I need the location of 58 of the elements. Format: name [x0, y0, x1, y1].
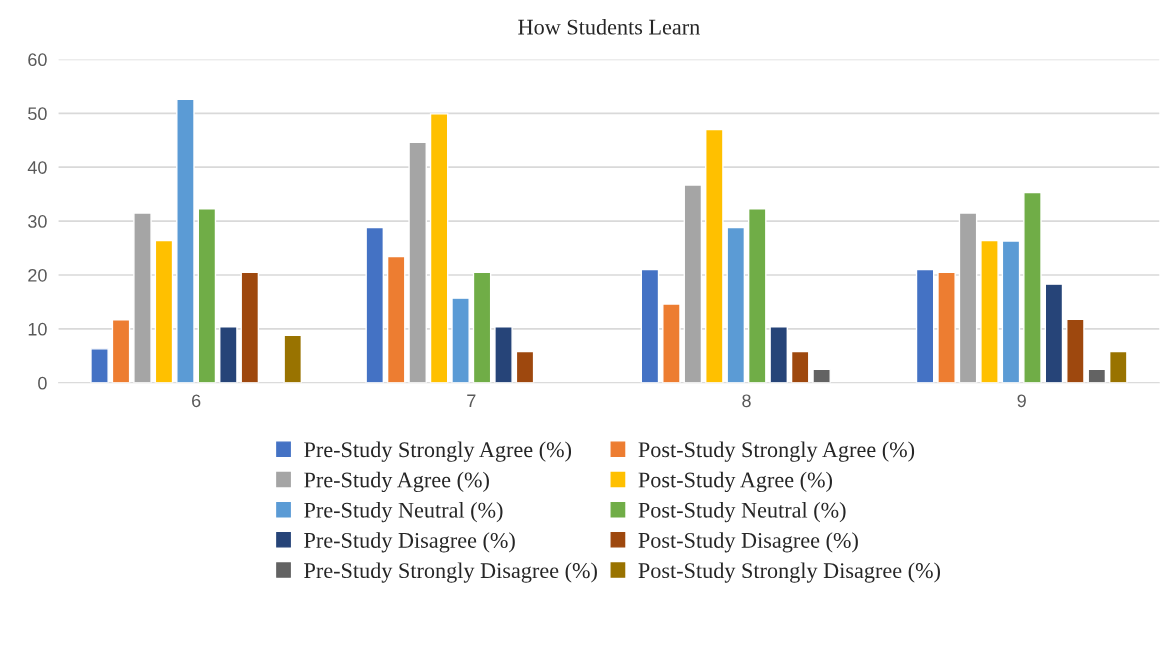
bar	[790, 350, 810, 383]
bar	[472, 271, 492, 383]
bar	[197, 208, 217, 383]
bar	[219, 326, 238, 383]
bar	[283, 334, 303, 383]
bar	[1001, 240, 1021, 383]
legend-label: Pre-Study Disagree (%)	[304, 532, 515, 553]
bar	[176, 98, 195, 383]
bar	[1066, 318, 1085, 383]
bar	[705, 128, 724, 383]
bar	[726, 226, 746, 383]
bar	[915, 268, 935, 383]
legend-label: Post-Study Strongly Disagree (%)	[638, 562, 940, 583]
bar	[1044, 283, 1064, 383]
bar	[154, 239, 174, 383]
bar	[1109, 350, 1128, 383]
y-tick-label: 30	[28, 215, 47, 228]
bar	[408, 141, 427, 383]
y-tick-label: 50	[28, 107, 47, 121]
legend-label: Post-Study Neutral (%)	[638, 502, 846, 523]
bar	[429, 113, 449, 383]
bar	[240, 271, 260, 383]
y-tick-label: 40	[27, 161, 47, 174]
y-tick-label: 0	[38, 376, 47, 390]
bar	[111, 319, 131, 383]
bar	[1087, 368, 1107, 383]
x-tick-label: 9	[1017, 394, 1026, 408]
x-tick-label: 8	[742, 394, 751, 408]
bar	[494, 326, 513, 383]
legend-label: Post-Study Strongly Agree (%)	[638, 441, 915, 462]
bar	[683, 184, 703, 383]
bar	[958, 212, 978, 383]
bar	[365, 226, 385, 383]
y-tick-label: 20	[28, 268, 47, 282]
bar	[937, 271, 956, 383]
chart-title: How Students Learn	[518, 18, 700, 35]
y-tick-label: 60	[28, 53, 47, 67]
legend-label: Post-Study Agree (%)	[638, 471, 832, 493]
bar	[451, 297, 470, 383]
bar	[812, 368, 831, 383]
bar	[980, 239, 999, 383]
bar	[90, 348, 109, 383]
bar	[662, 303, 681, 383]
legend-label: Pre-Study Agree (%)	[304, 471, 489, 493]
legend-label: Pre-Study Strongly Agree (%)	[304, 441, 572, 462]
legend-label: Pre-Study Neutral (%)	[304, 502, 503, 523]
legend-label: Pre-Study Strongly Disagree (%)	[304, 562, 597, 583]
bar	[640, 268, 660, 383]
bar	[515, 350, 535, 383]
legend-label: Post-Study Disagree (%)	[638, 532, 858, 553]
bar	[747, 208, 767, 383]
x-tick-label: 6	[192, 394, 201, 408]
bar	[769, 326, 788, 383]
y-tick-label: 10	[28, 322, 47, 336]
bar	[1023, 191, 1042, 383]
x-tick-label: 7	[467, 394, 476, 407]
bar	[133, 212, 152, 383]
bar	[386, 255, 406, 383]
